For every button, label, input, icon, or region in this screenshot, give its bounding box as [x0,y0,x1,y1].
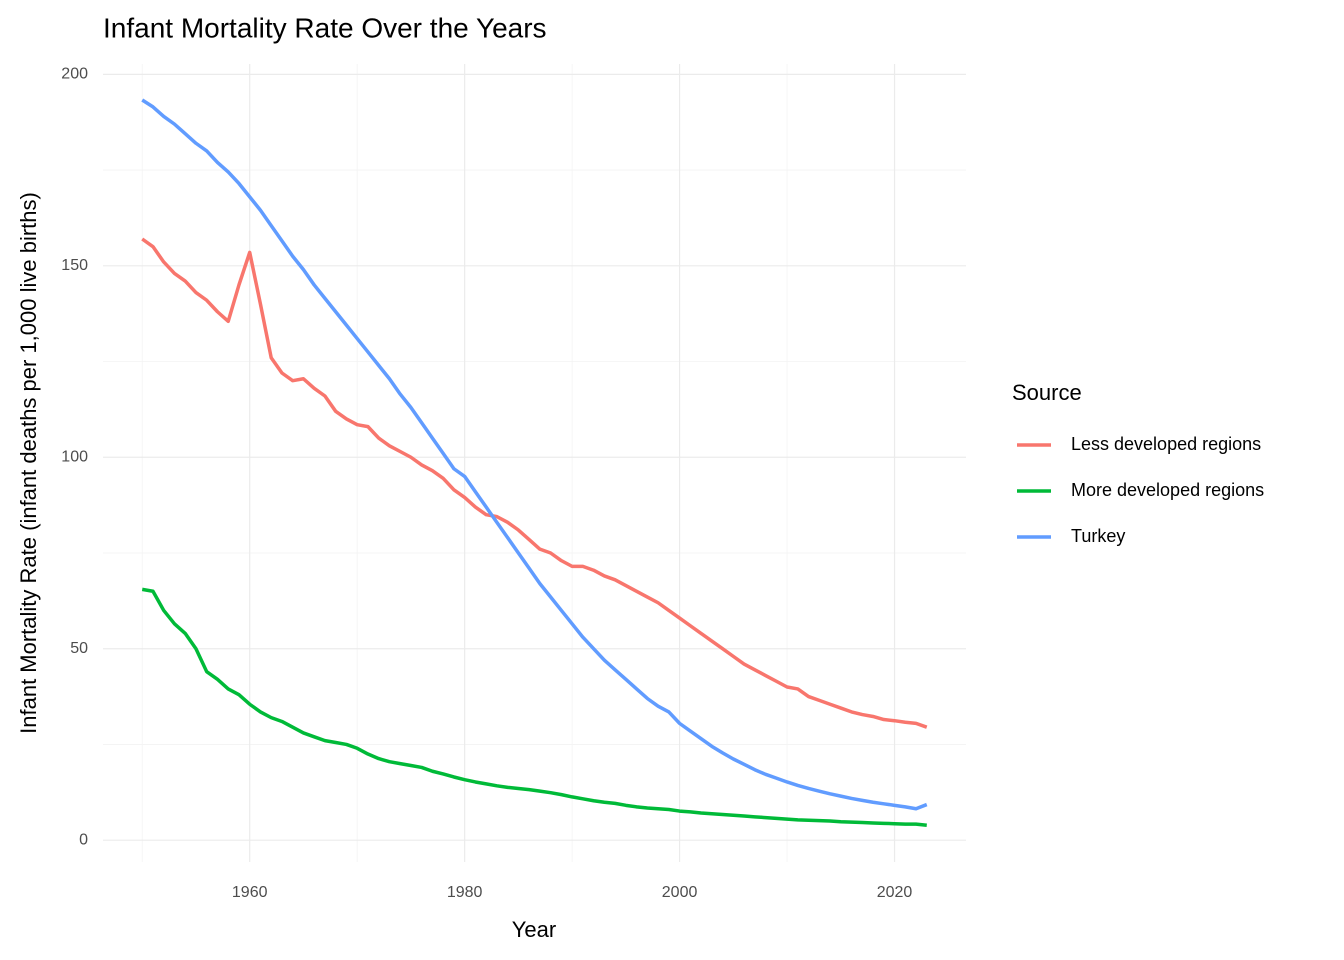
x-axis-label: Year [512,917,556,942]
series-line [141,98,928,811]
series-line [141,587,927,827]
y-tick-label: 100 [61,448,88,465]
x-tick-label: 2000 [662,884,698,901]
legend-title: Source [1012,380,1082,405]
x-tick-label: 2020 [877,884,913,901]
x-tick-label: 1980 [447,884,483,901]
chart-title: Infant Mortality Rate Over the Years [103,12,547,43]
y-tick-label: 200 [61,66,88,83]
lines [141,98,928,827]
legend-label: Less developed regions [1071,434,1261,454]
legend-label: More developed regions [1071,480,1264,500]
y-tick-label: 150 [61,257,88,274]
series-line [141,237,928,729]
y-tick-label: 0 [79,831,88,848]
x-tick-label: 1960 [232,884,268,901]
grid [103,64,966,862]
y-axis-label: Infant Mortality Rate (infant deaths per… [16,192,41,734]
legend-label: Turkey [1071,526,1125,546]
y-tick-label: 50 [70,640,88,657]
